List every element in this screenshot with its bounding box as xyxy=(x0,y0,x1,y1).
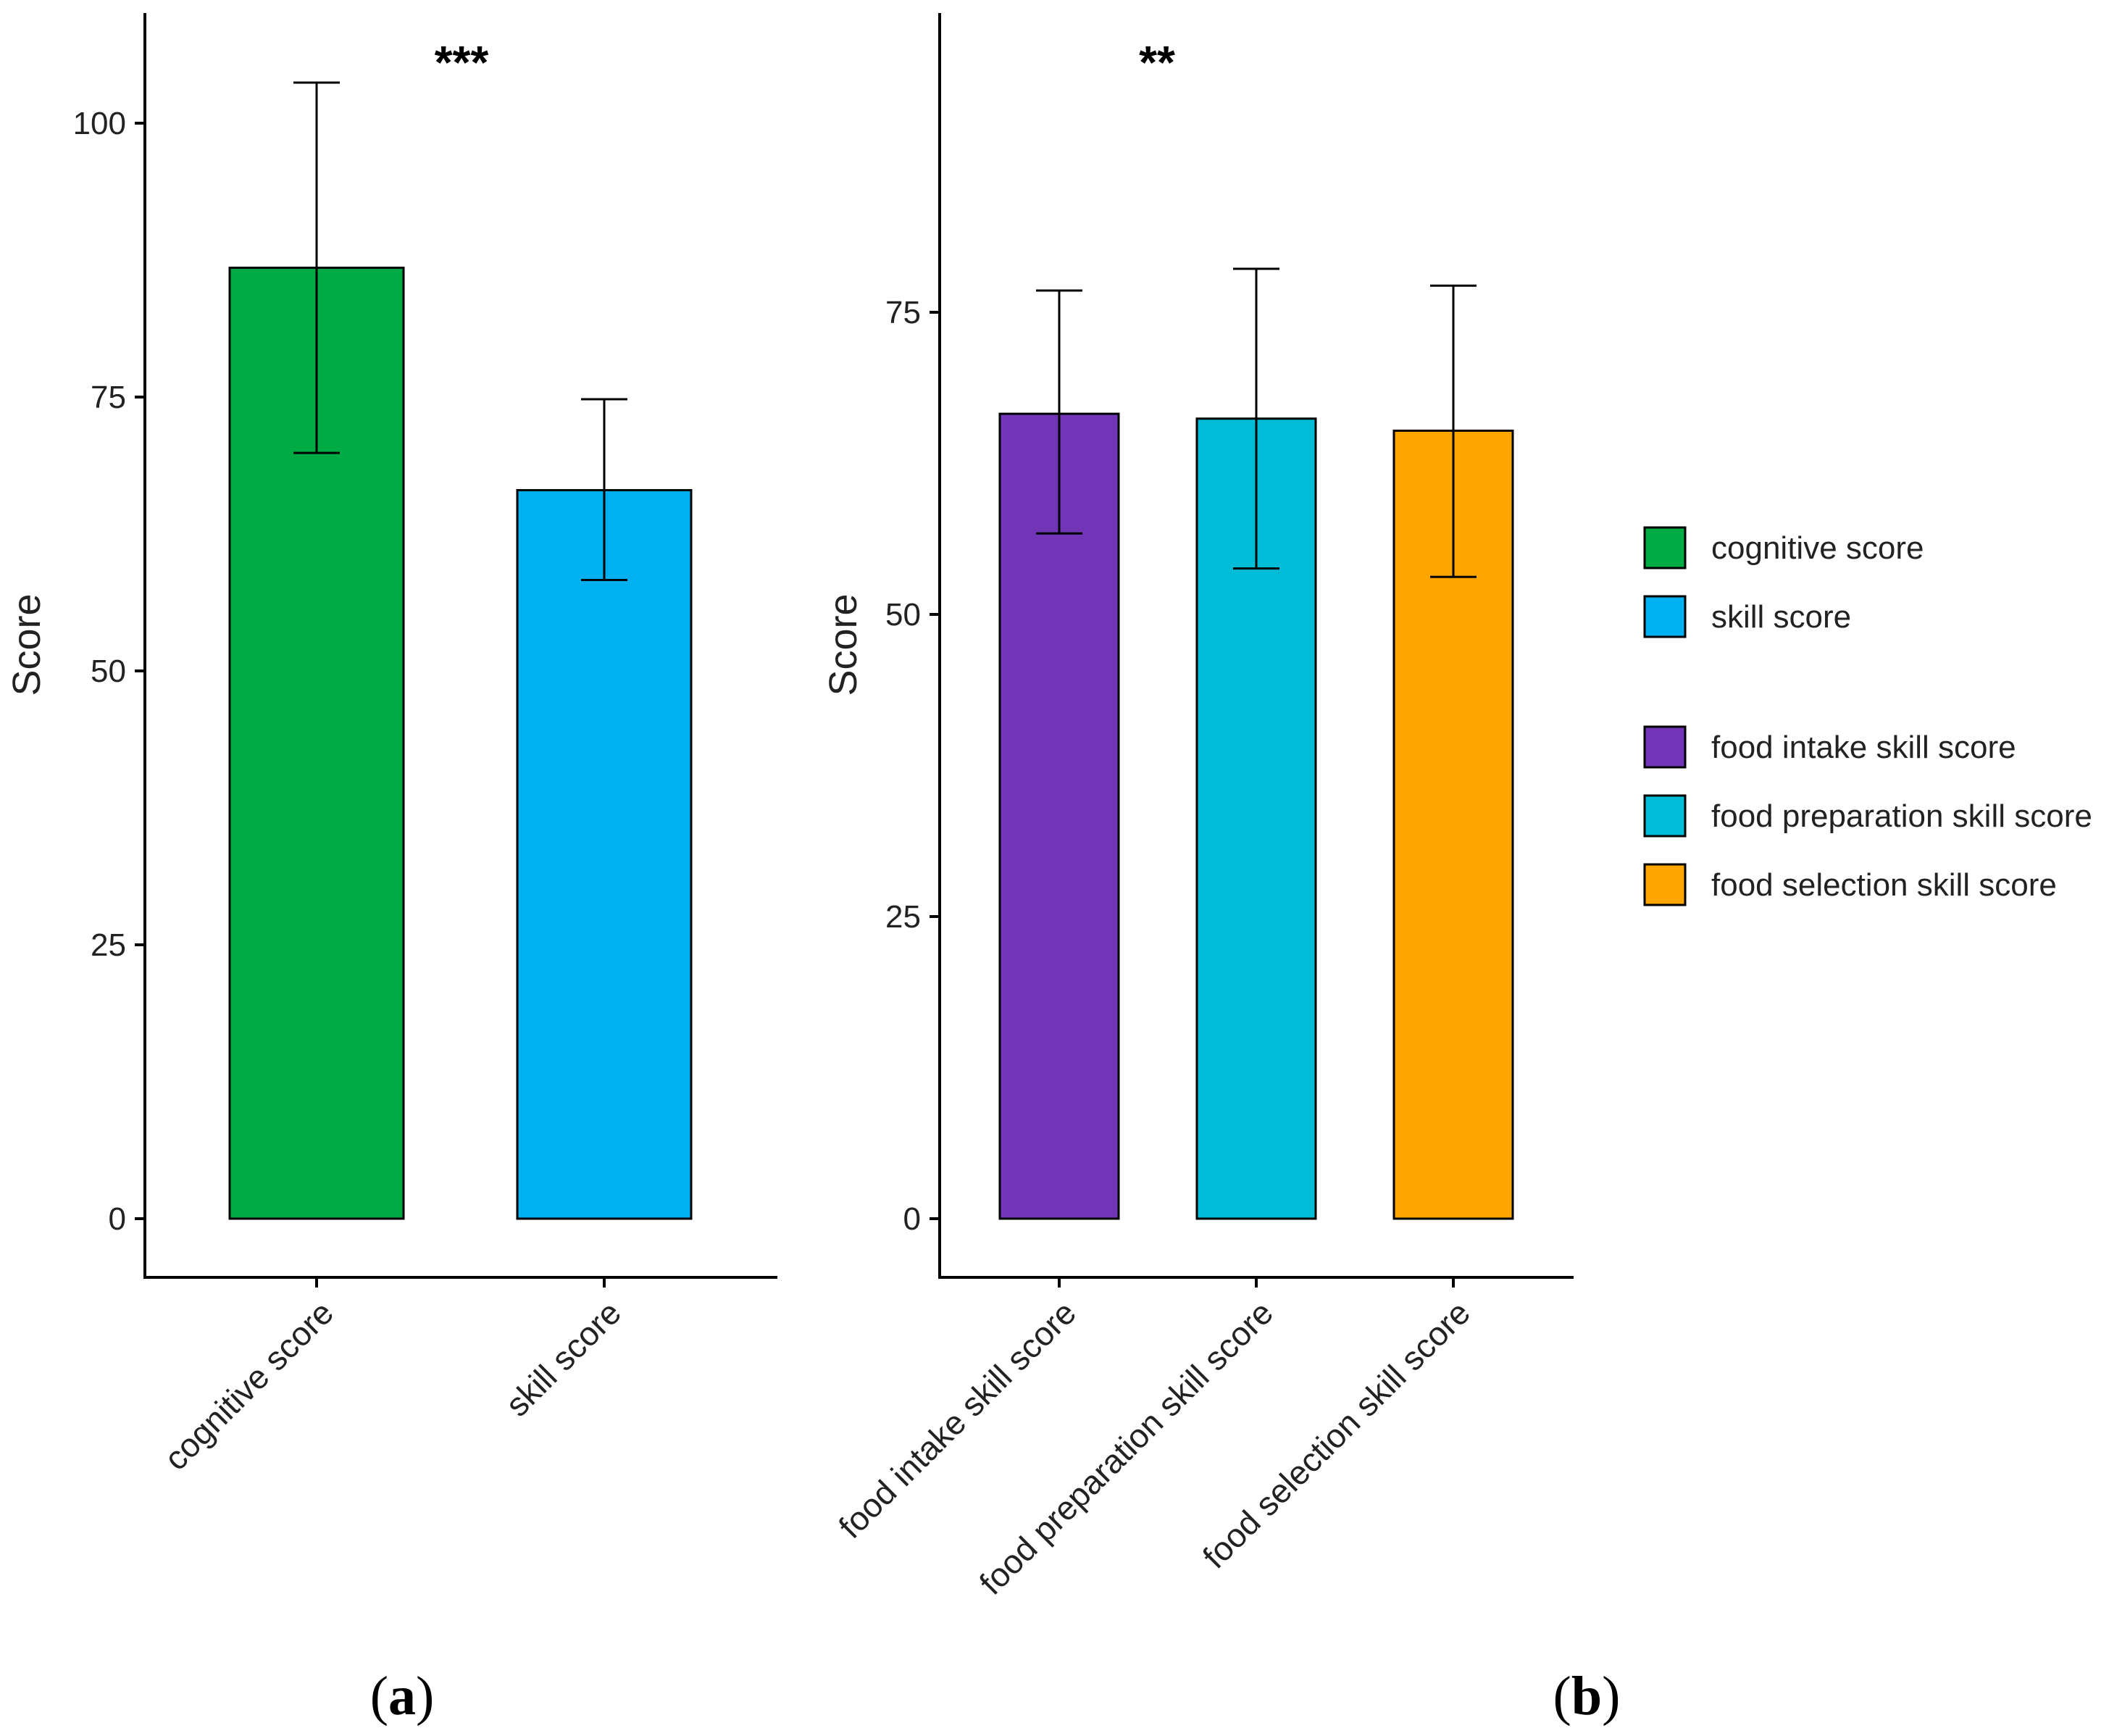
legend-key xyxy=(1643,725,1687,769)
legend-label: food preparation skill score xyxy=(1711,798,2092,834)
legend-key xyxy=(1643,794,1687,838)
panel-a-bars xyxy=(228,267,693,1220)
panel-a-axes xyxy=(143,13,777,1279)
panel-a-x-tick-label: skill score xyxy=(498,1293,629,1424)
legend-label: food selection skill score xyxy=(1711,867,2057,903)
panel-b-y-ticks: 0 25 50 75 xyxy=(885,295,940,1237)
panel-a-y-ticks: 0 25 50 75 100 xyxy=(73,106,145,1237)
panel-b-y-tick-label: 75 xyxy=(885,295,921,330)
panel-b-significance-label: ** xyxy=(1139,36,1175,88)
panel-a-chart: 0 25 50 75 100 cognitive score skill score Sc… xyxy=(5,13,777,1727)
panel-b-label: (b) xyxy=(1553,1666,1621,1727)
panel-a-letter: a xyxy=(388,1666,416,1727)
legend-label: cognitive score xyxy=(1711,530,1924,566)
panel-a-x-tick-label: cognitive score xyxy=(156,1293,341,1477)
panel-a-x-ticks: cognitive score skill score xyxy=(156,1277,628,1477)
legend-key xyxy=(1643,595,1687,638)
legend-key xyxy=(1643,526,1687,569)
panel-a-error-bars xyxy=(293,81,627,582)
panel-a-y-axis-title: Score xyxy=(5,593,49,696)
panel-b-bar xyxy=(998,412,1120,1220)
panel-b-letter: b xyxy=(1571,1666,1602,1727)
legend-label: food intake skill score xyxy=(1711,730,2016,765)
panel-b-y-tick-label: 25 xyxy=(885,899,921,935)
legend: cognitive score skill score food intake sk… xyxy=(1643,526,2092,906)
panel-a-y-tick-label: 50 xyxy=(91,654,126,689)
panel-b-y-tick-label: 0 xyxy=(903,1201,921,1237)
panel-a-y-tick-label: 100 xyxy=(73,106,126,141)
panel-b-y-tick-label: 50 xyxy=(885,597,921,633)
panel-b-error-bars xyxy=(1036,267,1477,578)
panel-b-y-axis-title: Score xyxy=(822,593,865,696)
panel-a-y-tick-label: 0 xyxy=(109,1201,126,1237)
panel-a-bar xyxy=(516,489,693,1220)
panel-a-significance-label: *** xyxy=(435,36,489,88)
panel-b-bars xyxy=(998,412,1514,1220)
legend-key xyxy=(1643,863,1687,906)
legend-label: skill score xyxy=(1711,599,1851,635)
panel-a-y-tick-label: 75 xyxy=(91,380,126,415)
panel-a-label: (a) xyxy=(370,1666,435,1727)
panel-a-y-tick-label: 25 xyxy=(91,927,126,963)
